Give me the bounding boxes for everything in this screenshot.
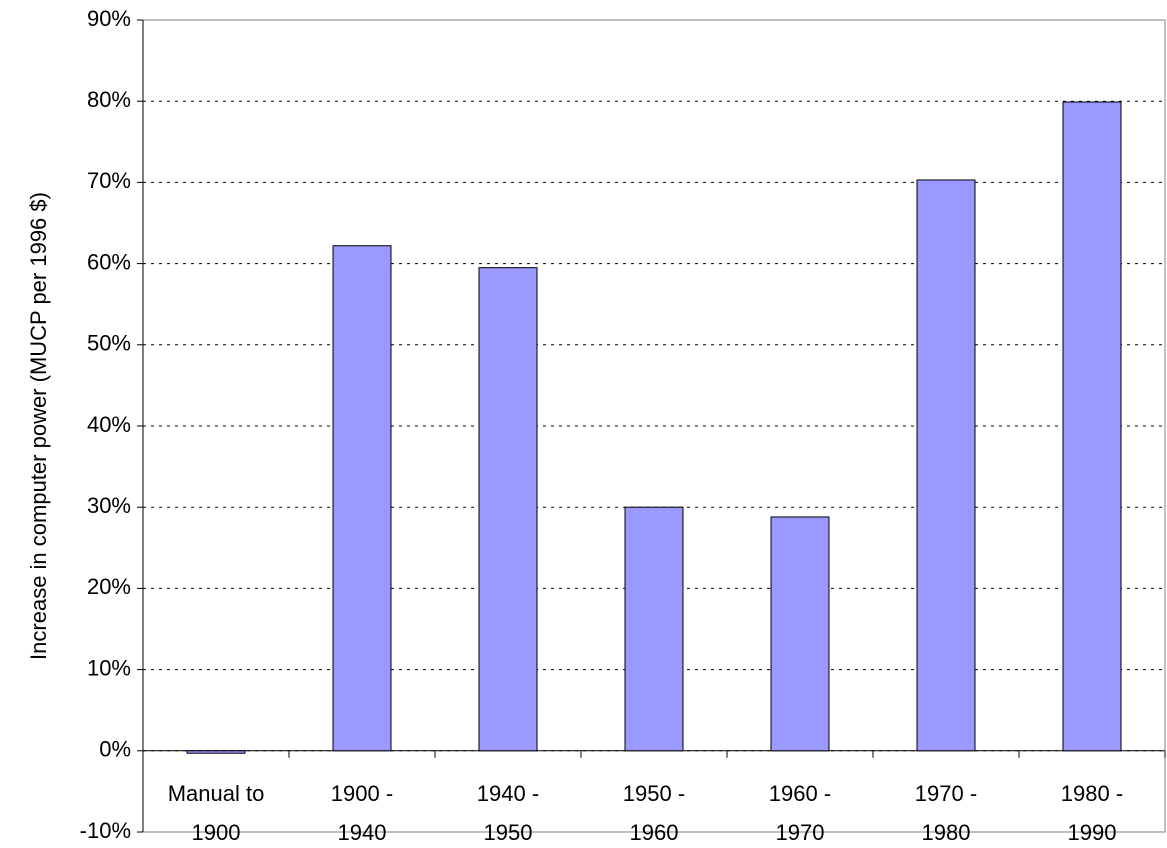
y-axis-label: Increase in computer power (MUCP per 199… <box>26 192 51 660</box>
bar <box>186 750 246 754</box>
y-tick-label: 90% <box>87 6 131 31</box>
x-tick-label: 1970 -1980 <box>915 781 977 845</box>
bar <box>916 179 976 752</box>
bar <box>332 245 392 752</box>
x-tick-label: 1950 -1960 <box>623 781 685 845</box>
x-tick-label: 1960 -1970 <box>769 781 831 845</box>
y-tick-label: 0% <box>99 737 131 762</box>
y-tick-label: 10% <box>87 655 131 680</box>
y-tick-label: 40% <box>87 412 131 437</box>
x-tick-label: 1900 -1940 <box>331 781 393 845</box>
bar <box>770 516 830 752</box>
bar <box>1062 101 1122 752</box>
bar <box>624 506 684 752</box>
bar <box>478 267 538 752</box>
x-tick-label: 1980 -1990 <box>1061 781 1123 845</box>
x-tick-label: 1940 -1950 <box>477 781 539 845</box>
y-tick-label: -10% <box>80 818 131 843</box>
y-tick-label: 60% <box>87 249 131 274</box>
y-tick-label: 80% <box>87 87 131 112</box>
y-tick-label: 30% <box>87 493 131 518</box>
y-tick-label: 50% <box>87 331 131 356</box>
y-tick-label: 20% <box>87 574 131 599</box>
y-tick-label: 70% <box>87 168 131 193</box>
x-tick-label: Manual to 1900 <box>168 781 265 845</box>
